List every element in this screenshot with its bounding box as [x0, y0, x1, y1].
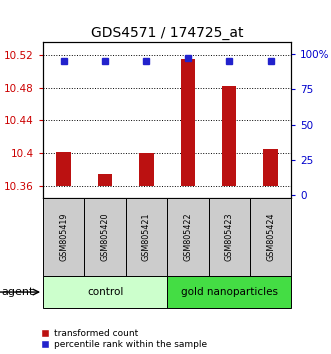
- Bar: [181, 59, 195, 186]
- Title: GDS4571 / 174725_at: GDS4571 / 174725_at: [91, 26, 243, 40]
- Legend: transformed count, percentile rank within the sample: transformed count, percentile rank withi…: [41, 329, 207, 349]
- Bar: [57, 152, 71, 186]
- Text: gold nanoparticles: gold nanoparticles: [181, 287, 278, 297]
- Text: control: control: [87, 287, 123, 297]
- Bar: [209, 198, 250, 276]
- Text: GSM805420: GSM805420: [101, 213, 110, 262]
- Bar: [43, 276, 167, 308]
- Text: GSM805424: GSM805424: [266, 213, 275, 262]
- Bar: [98, 175, 112, 186]
- Bar: [250, 198, 291, 276]
- Bar: [222, 86, 236, 186]
- Bar: [167, 198, 209, 276]
- Bar: [167, 276, 291, 308]
- Text: GSM805421: GSM805421: [142, 213, 151, 262]
- Text: GSM805419: GSM805419: [59, 213, 68, 262]
- Bar: [84, 198, 126, 276]
- Bar: [139, 153, 154, 186]
- Bar: [126, 198, 167, 276]
- Text: agent: agent: [2, 287, 34, 297]
- Text: GSM805422: GSM805422: [183, 213, 192, 262]
- Bar: [43, 198, 84, 276]
- Bar: [263, 149, 278, 186]
- Text: GSM805423: GSM805423: [225, 213, 234, 262]
